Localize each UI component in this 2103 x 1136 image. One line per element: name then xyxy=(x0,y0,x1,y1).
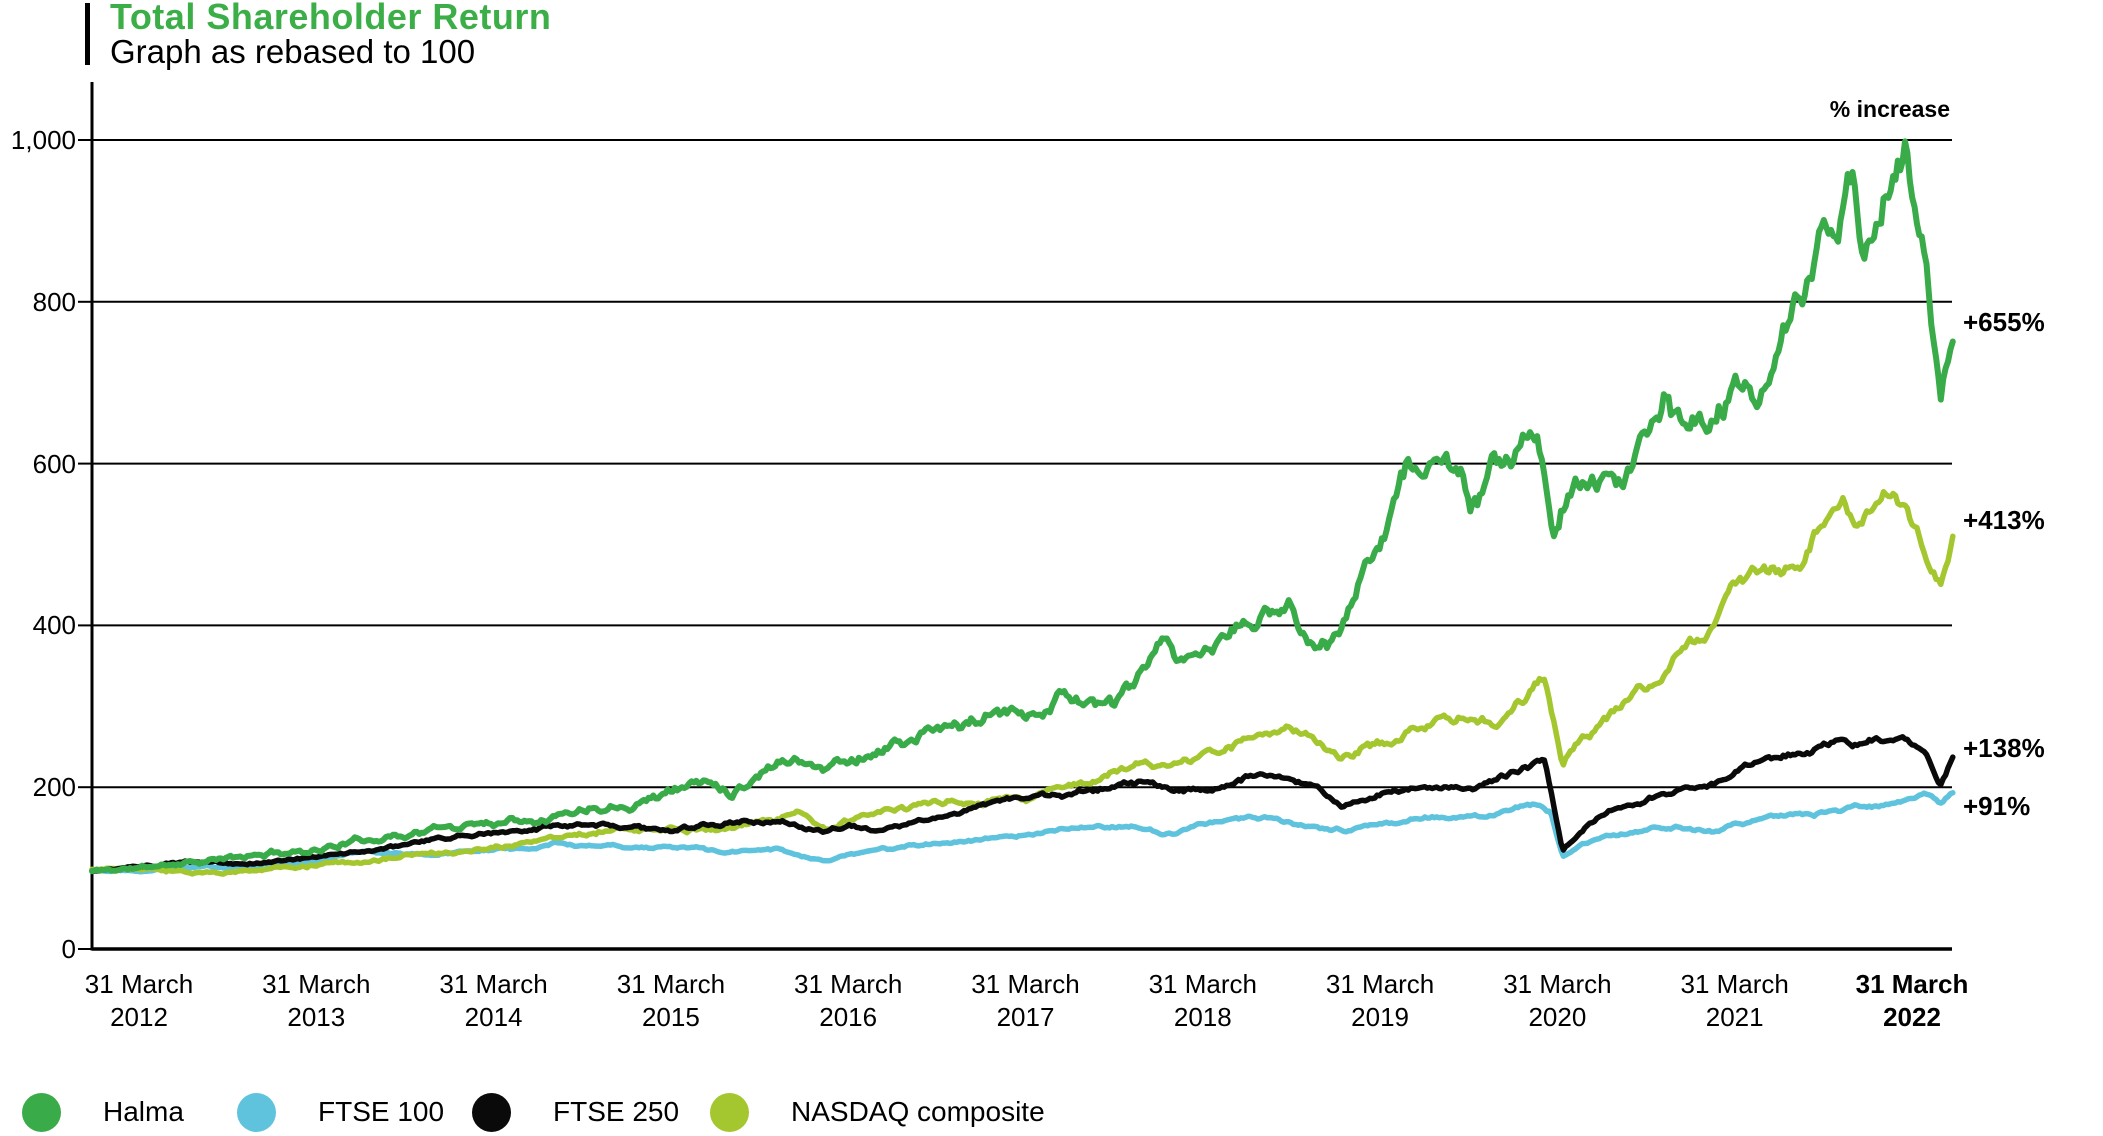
y-axis-label-1000: 1,000 xyxy=(10,125,76,155)
legend-label: FTSE 100 xyxy=(318,1096,445,1127)
grid-lines xyxy=(78,139,1952,951)
x-axis-label-2012: 31 March 2012 xyxy=(84,969,194,1032)
legend-item-halma: Halma xyxy=(22,1092,184,1132)
x-axis-label-2022: 31 March 2022 xyxy=(1855,969,1969,1032)
x-axis-label-2015: 31 March 2015 xyxy=(616,969,726,1032)
x-axis-label-2021: 31 March 2021 xyxy=(1680,969,1789,1032)
end-label-nasdaq-composite: +413% xyxy=(1963,504,2045,535)
y-axis-label-600: 600 xyxy=(32,448,76,479)
series-line-ftse-250 xyxy=(89,734,1956,874)
end-label-ftse-250: +138% xyxy=(1963,733,2045,764)
chart-title: Total Shareholder Return xyxy=(110,0,552,37)
x-axis-label-2018: 31 March 2018 xyxy=(1148,969,1257,1032)
y-axis-label-0: 0 xyxy=(61,934,76,964)
percent-increase-label: % increase xyxy=(1829,96,1950,122)
x-axis-label-2013: 31 March 2013 xyxy=(262,969,371,1032)
series-lines xyxy=(89,138,1956,877)
end-label-ftse-100: +91% xyxy=(1963,791,2031,822)
chart-subtitle: Graph as rebased to 100 xyxy=(110,33,476,70)
x-axis-label-2020: 31 March 2020 xyxy=(1503,969,1612,1032)
series-line-halma xyxy=(89,138,1956,875)
x-axis-label-2016: 31 March 2016 xyxy=(793,969,903,1032)
end-label-halma: +655% xyxy=(1963,307,2045,338)
series-line-nasdaq-composite xyxy=(89,489,1956,877)
legend-dot-ftse-250 xyxy=(472,1092,511,1132)
y-axis-label-400: 400 xyxy=(32,610,76,641)
legend-item-ftse-100: FTSE 100 xyxy=(237,1092,444,1132)
title-accent-bar xyxy=(85,3,90,65)
x-axis-label-2017: 31 March 2017 xyxy=(971,969,1080,1032)
x-axis-label-2019: 31 March 2019 xyxy=(1325,969,1435,1032)
legend-label: NASDAQ composite xyxy=(791,1096,1045,1127)
x-axis-label-2014: 31 March 2014 xyxy=(439,969,548,1032)
legend-dot-nasdaq-composite xyxy=(710,1092,749,1132)
legend-item-nasdaq-composite: NASDAQ composite xyxy=(710,1092,1045,1132)
legend-label: FTSE 250 xyxy=(553,1096,680,1127)
legend-dot-ftse-100 xyxy=(237,1092,276,1132)
y-axis-label-800: 800 xyxy=(32,286,76,317)
legend-label: Halma xyxy=(103,1096,184,1127)
legend-dot-halma xyxy=(22,1092,61,1132)
y-axis-label-200: 200 xyxy=(32,772,76,803)
legend-item-ftse-250: FTSE 250 xyxy=(472,1092,679,1132)
